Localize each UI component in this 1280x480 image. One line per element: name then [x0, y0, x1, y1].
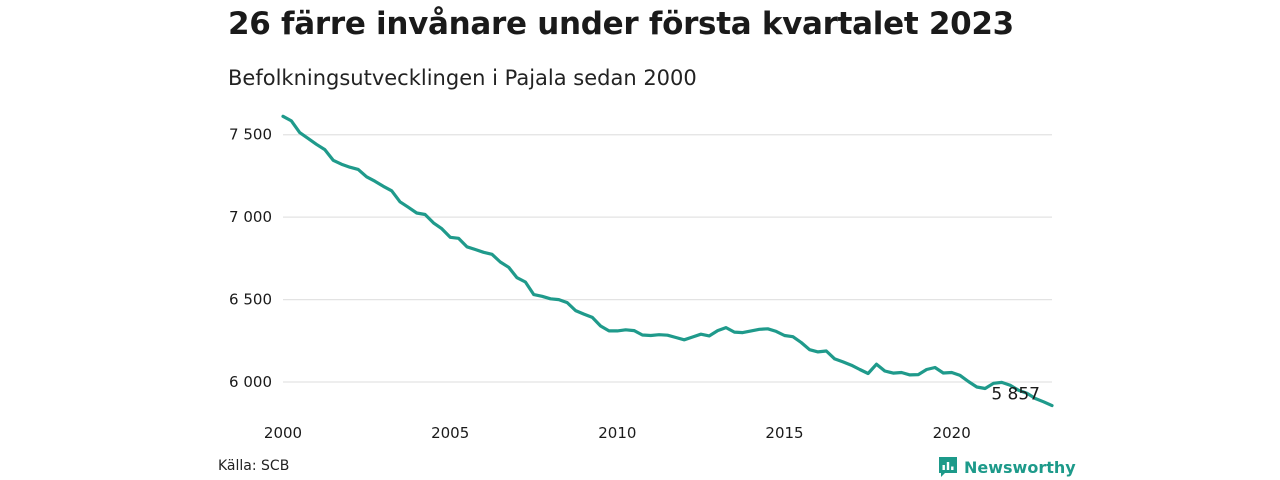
x-tick-label: 2015 — [765, 424, 803, 442]
x-tick-label: 2010 — [598, 424, 636, 442]
y-tick-label: 7 500 — [229, 126, 272, 144]
series-line — [281, 114, 1054, 408]
brand-name: Newsworthy — [964, 457, 1076, 477]
chart-title: 26 färre invånare under första kvartalet… — [228, 6, 1014, 42]
source-note: Källa: SCB — [218, 458, 290, 474]
end-value-label: 5 857 — [991, 385, 1040, 405]
x-tick-label: 2005 — [431, 424, 469, 442]
newsworthy-logo-icon — [939, 457, 957, 477]
y-tick-label: 6 000 — [229, 373, 272, 391]
y-tick-label: 6 500 — [229, 291, 272, 309]
y-tick-label: 7 000 — [229, 208, 272, 226]
x-tick-label: 2020 — [933, 424, 971, 442]
x-tick-label: 2000 — [264, 424, 302, 442]
chart-subtitle: Befolkningsutvecklingen i Pajala sedan 2… — [228, 66, 697, 90]
brand-logo[interactable]: Newsworthy — [938, 456, 1076, 478]
